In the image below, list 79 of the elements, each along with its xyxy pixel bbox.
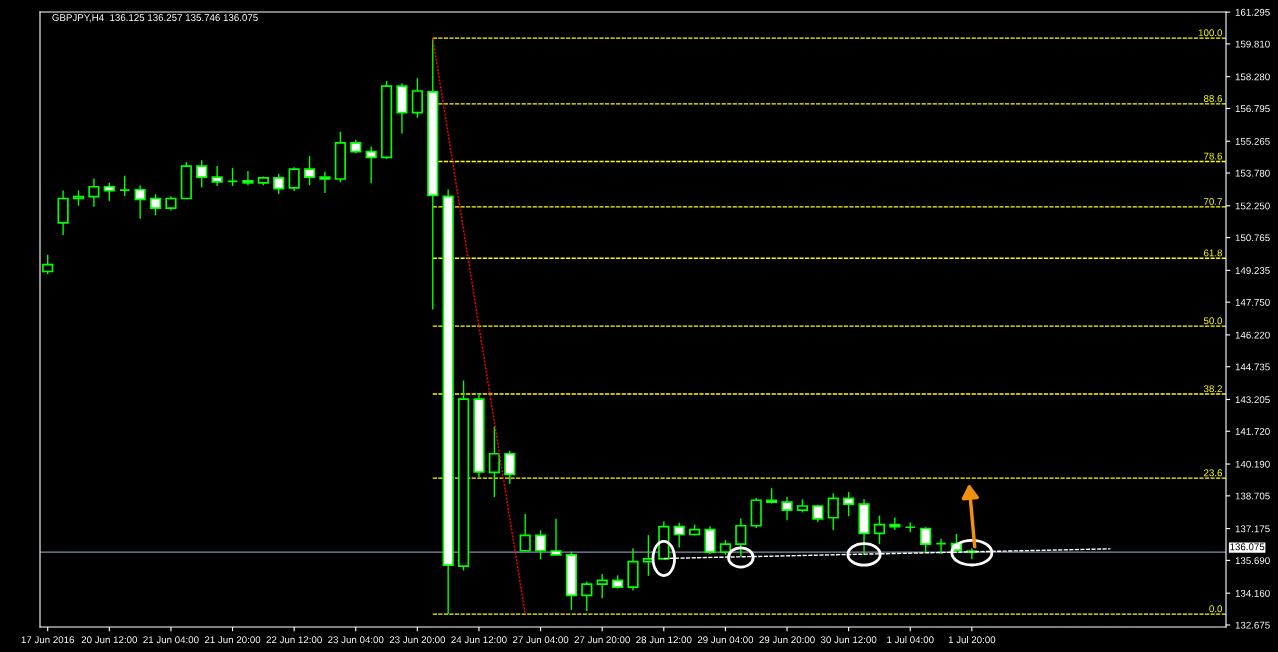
candlestick xyxy=(411,77,423,119)
x-tick-label: 29 Jun 20:00 xyxy=(759,636,815,644)
y-tick-label: 141.720 xyxy=(1235,428,1270,435)
annotation: 61.8 xyxy=(1204,249,1223,257)
candlestick xyxy=(119,175,131,197)
annotation: 100.0 xyxy=(1198,29,1223,37)
y-tick-label: 161.295 xyxy=(1235,8,1270,16)
candlestick xyxy=(534,529,547,561)
x-tick-label: 28 Jun 12:00 xyxy=(636,636,692,644)
x-tick-label: 21 Jun 04:00 xyxy=(143,636,199,644)
candlestick xyxy=(319,171,331,194)
candlestick xyxy=(196,159,208,188)
y-tick-label: 155.265 xyxy=(1235,137,1270,145)
y-tick-label: 146.220 xyxy=(1235,331,1270,339)
y-tick-label: 153.780 xyxy=(1235,169,1270,177)
candlestick xyxy=(843,491,855,517)
candlestick xyxy=(149,193,162,217)
candlestick xyxy=(103,181,115,202)
candlestick xyxy=(273,172,285,195)
candlestick xyxy=(288,166,300,192)
candlestick xyxy=(504,450,516,485)
annotation: 23.6 xyxy=(1204,469,1223,477)
candlestick xyxy=(704,525,716,555)
x-tick-label: 20 Jun 12:00 xyxy=(81,636,138,644)
x-tick-label: 23 Jun 04:00 xyxy=(328,636,384,644)
candlestick xyxy=(488,425,500,498)
annotation: 38.2 xyxy=(1203,385,1222,393)
y-tick-label: 137.175 xyxy=(1235,525,1270,533)
candlestick xyxy=(211,165,223,187)
x-tick-label: 24 Jun 12:00 xyxy=(451,636,507,644)
y-tick-label: 134.160 xyxy=(1235,589,1270,597)
x-tick-label: 27 Jun 04:00 xyxy=(512,636,569,644)
y-tick-label: 152.250 xyxy=(1235,202,1270,210)
candlestick xyxy=(827,492,839,531)
x-tick-label: 21 Jun 20:00 xyxy=(204,636,261,644)
y-tick-label: 158.280 xyxy=(1235,73,1270,81)
candlestick xyxy=(581,580,593,612)
x-tick-label: 1 Jul 20:00 xyxy=(948,636,996,644)
x-tick-label: 30 Jun 12:00 xyxy=(820,636,877,644)
y-tick-label: 144.735 xyxy=(1235,363,1270,371)
y-tick-label: 140.190 xyxy=(1235,460,1270,468)
candlestick xyxy=(735,517,747,558)
annotation: 0.0 xyxy=(1209,605,1223,613)
candlestick xyxy=(226,167,239,187)
candlestick xyxy=(365,145,377,185)
ref-line-label: 136.075 xyxy=(1230,543,1265,551)
annotation: 50.0 xyxy=(1203,317,1223,325)
x-tick-label: 22 Jun 12:00 xyxy=(266,636,322,644)
candlestick xyxy=(42,254,54,276)
y-tick-label: 159.810 xyxy=(1235,40,1270,48)
candlestick xyxy=(935,538,947,555)
y-tick-label: 132.675 xyxy=(1235,621,1270,629)
candlestick xyxy=(134,184,146,220)
candlestick xyxy=(303,155,316,186)
candlestick xyxy=(873,514,886,545)
x-tick-label: 27 Jun 20:00 xyxy=(574,636,630,644)
y-tick-label: 135.690 xyxy=(1235,557,1270,565)
candlestick xyxy=(550,518,562,556)
x-tick-label: 17 Jun 2016 xyxy=(21,636,75,644)
y-tick-label: 156.795 xyxy=(1235,105,1270,113)
x-tick-label: 1 Jul 04:00 xyxy=(887,636,934,644)
candlestick xyxy=(596,573,608,600)
candlestick xyxy=(673,522,685,549)
candlestick xyxy=(519,513,531,552)
annotation: 78.6 xyxy=(1204,152,1223,160)
x-tick-label: 23 Jun 20:00 xyxy=(389,636,446,644)
y-tick-label: 138.705 xyxy=(1235,492,1270,500)
y-tick-label: 147.750 xyxy=(1235,298,1270,306)
candlestick xyxy=(242,170,254,186)
candlestick xyxy=(88,177,100,208)
x-tick-label: 29 Jun 04:00 xyxy=(697,636,754,644)
annotation: 70.7 xyxy=(1204,198,1222,205)
y-tick-label: 149.235 xyxy=(1235,267,1270,274)
candlestick xyxy=(781,496,793,521)
y-tick-label: 150.765 xyxy=(1235,234,1270,242)
candlestick xyxy=(642,534,655,577)
y-tick-label: 143.205 xyxy=(1235,396,1270,404)
annotation: 88.6 xyxy=(1203,95,1223,102)
chart-title: GBPJPY,H4 136.125 136.257 135.746 136.075 xyxy=(52,14,258,23)
